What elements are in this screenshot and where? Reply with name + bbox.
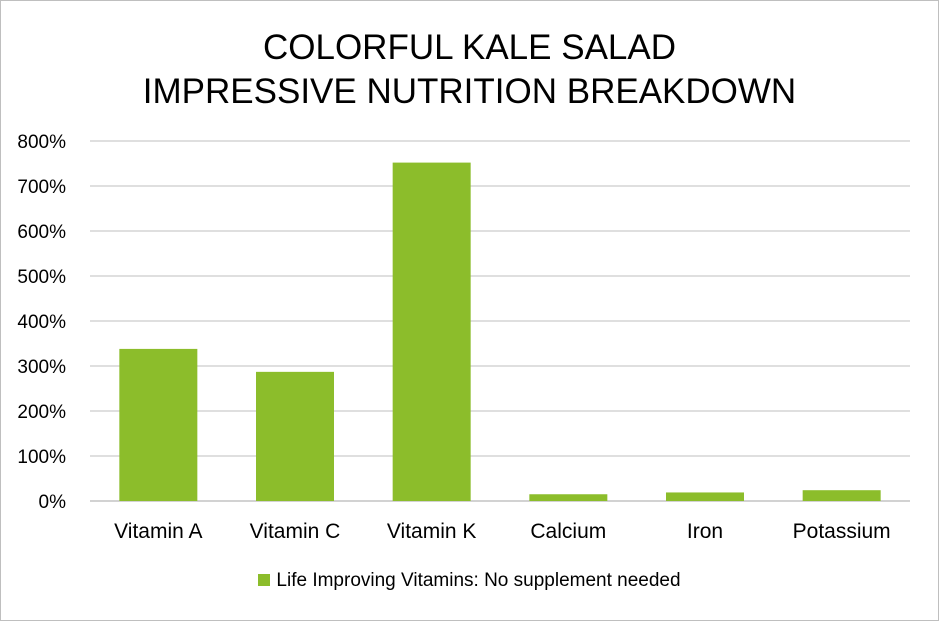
x-tick-label: Calcium [530, 520, 606, 543]
y-tick-label: 400% [17, 312, 66, 333]
chart-title: COLORFUL KALE SALAD IMPRESSIVE NUTRITION… [0, 26, 939, 114]
y-tick-label: 600% [17, 222, 66, 243]
chart-title-line-1: COLORFUL KALE SALAD [262, 28, 676, 67]
y-tick-label: 100% [17, 447, 66, 468]
y-tick-label: 300% [17, 357, 66, 378]
bar-calcium [529, 494, 608, 501]
bar-vitamin-c [256, 371, 334, 501]
bar-vitamin-a [119, 348, 198, 501]
y-tick-label: 700% [17, 177, 66, 198]
legend: Life Improving Vitamins: No supplement n… [0, 570, 939, 592]
legend-label: Life Improving Vitamins: No supplement n… [276, 570, 681, 591]
y-tick-label: 0% [39, 492, 67, 513]
x-tick-label: Vitamin C [250, 520, 341, 543]
x-tick-label: Iron [687, 520, 723, 543]
bar-potassium [802, 490, 881, 501]
y-tick-label: 200% [17, 402, 66, 423]
chart-title-line-2: IMPRESSIVE NUTRITION BREAKDOWN [142, 72, 797, 111]
bar-vitamin-k [392, 162, 471, 501]
x-tick-label: Vitamin K [387, 520, 477, 543]
legend-swatch [258, 574, 271, 586]
x-tick-label: Potassium [793, 520, 891, 543]
x-tick-label: Vitamin A [114, 520, 202, 543]
y-tick-label: 800% [17, 132, 66, 153]
y-tick-label: 500% [17, 267, 66, 288]
bar-iron [666, 492, 744, 501]
